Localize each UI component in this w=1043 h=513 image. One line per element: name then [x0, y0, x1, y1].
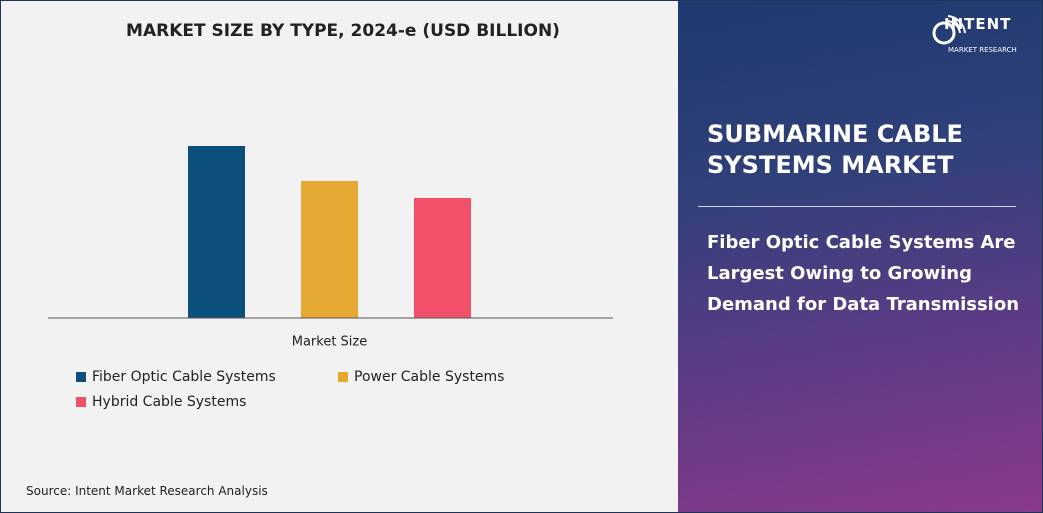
panel-subheading: Fiber Optic Cable Systems Are Largest Ow… [707, 232, 1020, 315]
legend-label: Hybrid Cable Systems [92, 394, 246, 410]
panel-heading: SUBMARINE CABLE SYSTEMS MARKET [707, 120, 963, 179]
bar [301, 181, 358, 318]
legend-swatch [76, 397, 86, 407]
legend-swatch [76, 372, 86, 382]
chart-title: MARKET SIZE BY TYPE, 2024-e (USD BILLION… [126, 21, 560, 41]
x-tick-label: Market Size [292, 335, 368, 350]
legend-label: Power Cable Systems [354, 369, 504, 385]
side-panel: INTENT MARKET RESEARCH SUBMARINE CABLE S… [678, 1, 1042, 512]
logo-subtext: MARKET RESEARCH [948, 46, 1017, 54]
bar [188, 146, 245, 318]
source: Source: Intent Market Research Analysis [26, 484, 268, 498]
legend-swatch [338, 372, 348, 382]
legend-label: Fiber Optic Cable Systems [92, 369, 276, 385]
logo-text: INTENT [944, 15, 1012, 33]
divider [698, 206, 1016, 207]
bar [414, 198, 471, 318]
chart: MARKET SIZE BY TYPE, 2024-e (USD BILLION… [48, 21, 613, 410]
logo-icon [932, 15, 966, 45]
